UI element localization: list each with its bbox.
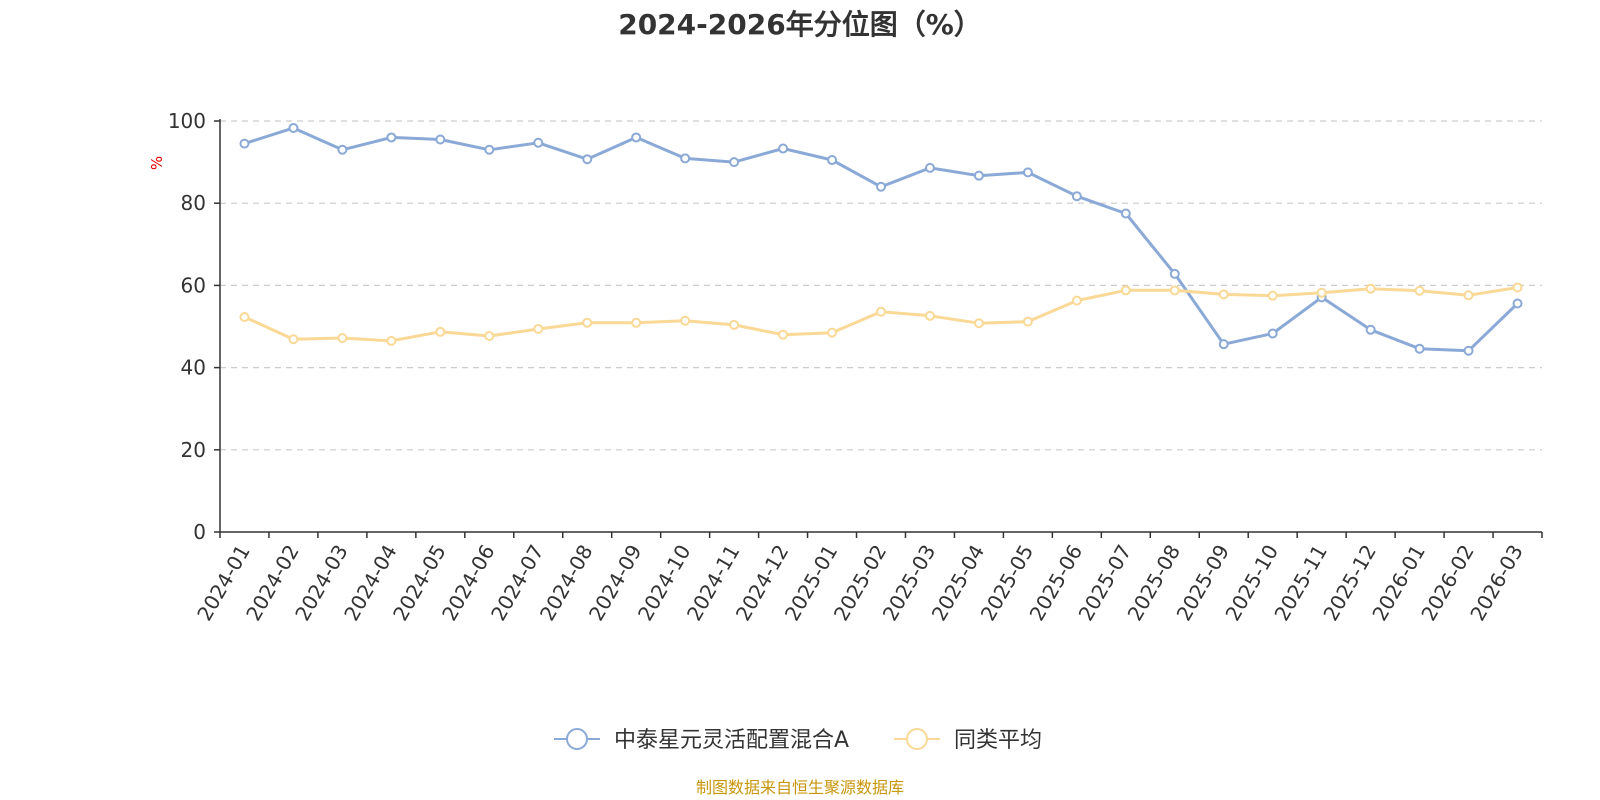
data-point[interactable] xyxy=(876,306,886,317)
data-point[interactable] xyxy=(876,181,886,192)
chart-title: 2024-2026年分位图（%） xyxy=(618,8,982,41)
data-point[interactable] xyxy=(729,157,740,168)
data-point[interactable] xyxy=(582,154,593,165)
data-point[interactable] xyxy=(1463,290,1474,301)
data-point[interactable] xyxy=(337,333,348,344)
data-point[interactable] xyxy=(533,323,544,334)
data-point[interactable] xyxy=(1022,316,1033,327)
data-point[interactable] xyxy=(533,137,544,148)
legend[interactable]: 中泰星元灵活配置混合A 同类平均 xyxy=(554,728,1042,753)
source-note: 制图数据来自恒生聚源数据库 xyxy=(696,778,904,797)
y-tick-label: 0 xyxy=(193,520,206,544)
legend-fund-circle-icon xyxy=(566,728,588,750)
data-point[interactable] xyxy=(1120,285,1131,296)
data-point[interactable] xyxy=(435,134,446,145)
data-point[interactable] xyxy=(1218,289,1229,300)
data-point[interactable] xyxy=(973,170,984,181)
data-point[interactable] xyxy=(1071,191,1082,202)
data-point[interactable] xyxy=(924,162,935,173)
y-tick-label: 80 xyxy=(181,191,206,215)
data-point[interactable] xyxy=(631,132,642,143)
legend-fund-label: 中泰星元灵活配置混合A xyxy=(614,728,849,753)
data-point[interactable] xyxy=(680,315,691,326)
data-point[interactable] xyxy=(1365,283,1376,294)
data-point[interactable] xyxy=(386,132,397,143)
legend-item-average[interactable]: 同类平均 xyxy=(894,728,1042,753)
data-point[interactable] xyxy=(288,334,299,345)
data-point[interactable] xyxy=(484,330,495,341)
data-point[interactable] xyxy=(631,317,642,328)
data-point[interactable] xyxy=(827,327,838,338)
data-point[interactable] xyxy=(1120,208,1131,219)
legend-average-label: 同类平均 xyxy=(954,728,1042,753)
series-layer xyxy=(239,122,1523,356)
data-point[interactable] xyxy=(1512,282,1523,293)
series-line-0 xyxy=(243,126,1519,353)
data-point[interactable] xyxy=(288,122,299,133)
data-point[interactable] xyxy=(924,310,935,321)
data-point[interactable] xyxy=(1022,167,1033,178)
data-point[interactable] xyxy=(1218,339,1229,350)
grid-lines xyxy=(220,120,1542,451)
data-point[interactable] xyxy=(1414,285,1425,296)
data-point[interactable] xyxy=(337,144,348,155)
data-point[interactable] xyxy=(1316,287,1327,298)
legend-average-circle-icon xyxy=(906,728,928,750)
data-point[interactable] xyxy=(1414,343,1425,354)
data-point[interactable] xyxy=(239,312,250,323)
data-point[interactable] xyxy=(239,138,250,149)
y-tick-label: 100 xyxy=(168,109,206,133)
data-point[interactable] xyxy=(386,335,397,346)
y-axis-unit-label: % xyxy=(148,156,166,170)
data-point[interactable] xyxy=(778,143,789,154)
data-point[interactable] xyxy=(1365,324,1376,335)
data-point[interactable] xyxy=(1169,268,1180,279)
data-point[interactable] xyxy=(1512,298,1523,309)
data-point[interactable] xyxy=(778,329,789,340)
data-point[interactable] xyxy=(973,318,984,329)
data-point[interactable] xyxy=(582,317,593,328)
data-point[interactable] xyxy=(1267,328,1278,339)
data-point[interactable] xyxy=(1267,290,1278,301)
data-point[interactable] xyxy=(1463,345,1474,356)
data-point[interactable] xyxy=(1071,295,1082,306)
legend-item-fund[interactable]: 中泰星元灵活配置混合A xyxy=(554,728,849,753)
y-tick-label: 60 xyxy=(181,273,206,297)
data-point[interactable] xyxy=(680,153,691,164)
data-point[interactable] xyxy=(1169,285,1180,296)
data-point[interactable] xyxy=(729,319,740,330)
data-point[interactable] xyxy=(435,326,446,337)
y-tick-label: 20 xyxy=(181,438,206,462)
axes: 0204060801002024-012024-022024-032024-04… xyxy=(168,109,1543,625)
data-point[interactable] xyxy=(827,155,838,166)
y-tick-label: 40 xyxy=(181,356,206,380)
data-point[interactable] xyxy=(484,144,495,155)
